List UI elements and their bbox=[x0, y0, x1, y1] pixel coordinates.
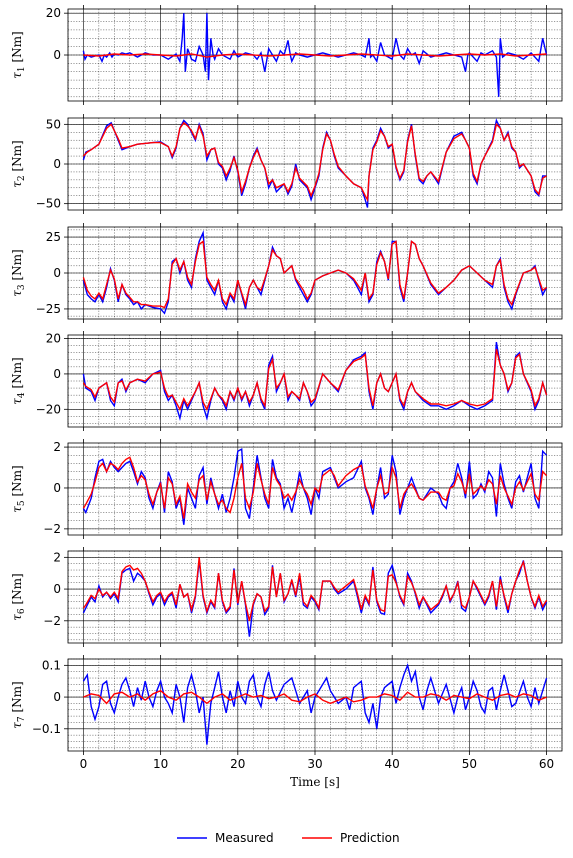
prediction-series-line bbox=[82, 240, 548, 309]
y-tick-label: 0 bbox=[53, 481, 61, 495]
x-tick-label: 10 bbox=[153, 757, 168, 771]
prediction-series-line bbox=[82, 349, 548, 412]
y-axis-label: τ2 [Nm] bbox=[10, 140, 27, 187]
legend-label-measured: Measured bbox=[215, 831, 274, 845]
x-tick-label: 40 bbox=[385, 757, 400, 771]
y-axis-label: τ7 [Nm] bbox=[10, 681, 27, 728]
panel-2: −50 0 50 τ2 [Nm] bbox=[10, 114, 563, 214]
y-tick-label: 25 bbox=[46, 230, 61, 244]
y-axis-subscript: 5 bbox=[17, 500, 27, 506]
x-tick-label: 60 bbox=[539, 757, 554, 771]
panel-3: −25 0 25 τ3 [Nm] bbox=[10, 223, 563, 323]
y-axis-unit: [Nm] bbox=[10, 681, 24, 716]
y-tick-label: −25 bbox=[36, 302, 61, 316]
y-tick-label: 20 bbox=[46, 332, 61, 346]
panel-1: 0 20 τ1 [Nm] bbox=[10, 5, 563, 105]
y-tick-label: 50 bbox=[46, 117, 61, 131]
y-axis-subscript: 3 bbox=[17, 284, 27, 290]
y-tick-label: −50 bbox=[36, 197, 61, 211]
x-tick-label: 50 bbox=[462, 757, 477, 771]
y-axis-symbol: τ bbox=[10, 398, 24, 405]
prediction-series-line bbox=[82, 557, 548, 621]
panel-4: −20 0 20 τ4 [Nm] bbox=[10, 331, 563, 431]
y-axis-label: τ6 [Nm] bbox=[10, 573, 27, 620]
y-axis-label: τ3 [Nm] bbox=[10, 249, 27, 296]
y-axis-subscript: 1 bbox=[17, 66, 27, 72]
y-axis-label: τ5 [Nm] bbox=[10, 465, 27, 512]
panel-7: −0.1 0 0.1 τ7 [Nm] 0 10 20 30 40 50 60 bbox=[10, 655, 563, 771]
y-axis-unit: [Nm] bbox=[10, 573, 24, 608]
y-tick-label: 0 bbox=[53, 48, 61, 62]
y-axis-symbol: τ bbox=[10, 506, 24, 513]
y-axis-unit: [Nm] bbox=[10, 357, 24, 392]
y-axis-subscript: 4 bbox=[17, 392, 27, 398]
y-tick-label: 20 bbox=[46, 6, 61, 20]
y-axis-subscript: 6 bbox=[17, 608, 27, 614]
y-tick-label: 2 bbox=[53, 440, 61, 454]
x-tick-label: 30 bbox=[307, 757, 322, 771]
y-tick-label: 2 bbox=[53, 550, 61, 564]
y-tick-label: −2 bbox=[43, 614, 61, 628]
y-tick-label: 0 bbox=[53, 582, 61, 596]
panel-5: −2 0 2 τ5 [Nm] bbox=[10, 439, 563, 539]
legend: Measured Prediction bbox=[177, 831, 400, 845]
prediction-series-line bbox=[83, 53, 547, 58]
y-tick-label: −0.1 bbox=[32, 722, 61, 736]
x-axis-label: Time [s] bbox=[290, 775, 340, 789]
y-tick-label: 0.1 bbox=[42, 658, 61, 672]
y-axis-unit: [Nm] bbox=[10, 31, 24, 66]
measured-series-line bbox=[82, 663, 548, 745]
y-tick-label: −20 bbox=[36, 402, 61, 416]
x-tick-label: 20 bbox=[230, 757, 245, 771]
prediction-series-line bbox=[83, 689, 547, 705]
y-axis-unit: [Nm] bbox=[10, 249, 24, 284]
prediction-series-line bbox=[82, 456, 548, 519]
y-axis-symbol: τ bbox=[10, 614, 24, 621]
y-axis-symbol: τ bbox=[10, 722, 24, 729]
y-axis-unit: [Nm] bbox=[10, 140, 24, 175]
y-tick-label: 0 bbox=[53, 266, 61, 280]
y-axis-label: τ1 [Nm] bbox=[10, 31, 27, 78]
y-axis-subscript: 7 bbox=[17, 716, 27, 722]
y-axis-symbol: τ bbox=[10, 181, 24, 188]
panel-6: −2 0 2 τ6 [Nm] bbox=[10, 547, 563, 647]
y-tick-label: 0 bbox=[53, 690, 61, 704]
prediction-series-line bbox=[82, 121, 547, 203]
x-tick-label: 0 bbox=[80, 757, 88, 771]
y-axis-label: τ4 [Nm] bbox=[10, 357, 27, 404]
legend-label-prediction: Prediction bbox=[340, 831, 400, 845]
y-tick-label: 0 bbox=[53, 367, 61, 381]
y-tick-label: 0 bbox=[53, 157, 61, 171]
y-axis-symbol: τ bbox=[10, 72, 24, 79]
y-axis-subscript: 2 bbox=[17, 175, 27, 181]
y-axis-unit: [Nm] bbox=[10, 465, 24, 500]
y-axis-symbol: τ bbox=[10, 290, 24, 297]
y-tick-label: −2 bbox=[43, 522, 61, 536]
